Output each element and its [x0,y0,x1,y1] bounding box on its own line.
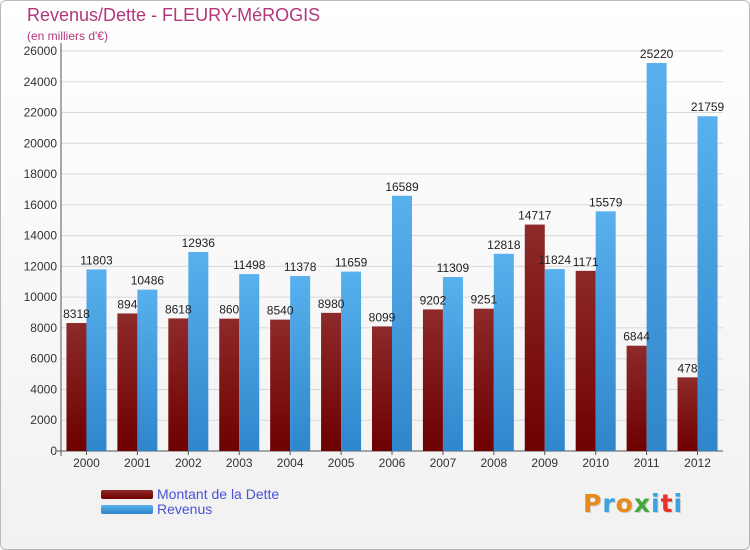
data-label: 15579 [589,195,623,209]
logo-letter: P [583,489,603,518]
data-label: 9202 [420,293,447,307]
x-tick-label: 2011 [634,456,660,470]
data-label: 11309 [437,261,470,275]
x-tick-label: 2001 [124,456,151,470]
bar-dette [168,318,189,451]
y-tick-label: 14000 [24,229,58,243]
y-tick-label: 12000 [24,259,58,273]
y-tick-label: 2000 [30,413,57,427]
x-tick-label: 2005 [328,456,355,470]
data-label: 894 [117,297,137,311]
bar-revenus [595,211,616,451]
y-tick-label: 8000 [30,321,57,335]
bar-dette [372,326,392,451]
data-label: 12818 [487,238,521,252]
bar-revenus [239,274,260,451]
bar-revenus [697,116,718,451]
y-tick-label: 22000 [24,106,58,120]
data-label: 14717 [518,209,552,223]
bar-dette [422,309,443,451]
data-label: 8318 [63,307,90,321]
bar-dette [321,312,342,451]
data-label: 11803 [80,253,113,267]
data-label: 11378 [284,260,317,274]
legend-label-revenus: Revenus [157,501,213,517]
data-label: 8618 [165,302,192,316]
proxiti-logo: Proxiti [583,489,683,518]
logo-letter: i [673,489,684,518]
y-tick-label: 10000 [24,290,58,304]
legend-swatch-revenus [101,505,153,514]
bar-dette [117,313,138,451]
data-label: 25220 [640,47,674,61]
bar-dette [219,318,240,451]
bar-revenus [493,253,514,451]
bar-revenus [86,269,107,451]
data-label: 6844 [623,330,650,344]
logo-letter: r [602,489,616,518]
bar-revenus [290,275,311,451]
x-tick-label: 2012 [684,456,711,470]
y-tick-label: 0 [50,444,57,458]
data-label: 1171 [573,255,599,269]
bar-dette [66,323,87,451]
bar-revenus [442,277,463,451]
bar-revenus [341,271,362,451]
legend-swatch-dette [101,490,153,499]
data-label: 11824 [539,253,572,267]
bar-dette [524,224,545,451]
bar-revenus [544,269,565,451]
bar-dette [270,319,291,451]
x-tick-label: 2008 [480,456,507,470]
x-tick-label: 2009 [531,456,558,470]
y-tick-label: 24000 [24,75,58,89]
y-tick-label: 16000 [24,198,58,212]
bar-dette [626,345,647,451]
data-label: 8980 [318,297,345,311]
bar-dette [575,270,596,451]
x-tick-label: 2007 [430,456,457,470]
data-label: 16589 [385,180,419,194]
data-label: 12936 [182,236,216,250]
bar-revenus [392,195,412,451]
x-tick-label: 2004 [277,456,304,470]
data-label: 10486 [131,274,165,288]
data-label: 478 [678,361,698,375]
data-label: 11659 [335,256,368,270]
legend-label-dette: Montant de la Dette [157,486,280,502]
logo-letter: i [651,489,661,518]
x-tick-label: 2006 [379,456,406,470]
y-tick-label: 26000 [24,44,58,58]
bar-revenus [646,63,667,451]
data-label: 9251 [470,293,497,307]
logo-letter: x [633,489,651,518]
bar-revenus [137,289,158,451]
bar-dette [677,377,698,451]
bar-revenus [188,251,209,451]
chart-title: Revenus/Dette - FLEURY-MéROGIS [27,5,321,25]
logo-letter: o [615,489,634,518]
y-tick-label: 20000 [24,136,58,150]
data-label: 8540 [267,304,294,318]
chart-subtitle: (en milliers d'€) [27,29,108,43]
data-label: 8099 [369,310,396,324]
x-tick-label: 2002 [175,456,202,470]
y-tick-label: 18000 [24,167,58,181]
y-tick-label: 6000 [30,352,57,366]
x-tick-label: 2010 [582,456,609,470]
data-label: 11498 [233,258,266,272]
data-label: 21759 [691,100,725,114]
x-tick-label: 2000 [73,456,100,470]
bar-dette [473,308,494,451]
x-tick-label: 2003 [226,456,253,470]
data-label: 860 [219,303,239,317]
logo-letter: t [660,489,674,518]
y-tick-label: 4000 [30,382,57,396]
